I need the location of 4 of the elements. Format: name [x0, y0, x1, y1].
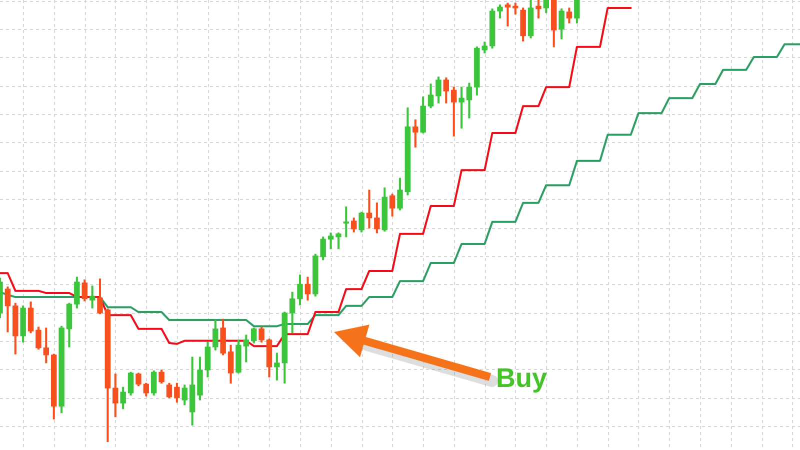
candlestick	[343, 206, 350, 238]
candlestick	[366, 190, 372, 228]
annotation: Buy	[496, 363, 548, 393]
candlestick	[328, 232, 334, 250]
